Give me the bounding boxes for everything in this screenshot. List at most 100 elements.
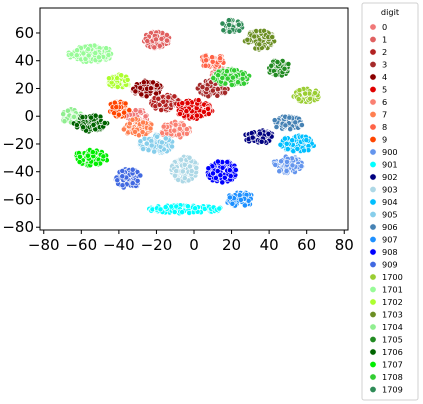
- legend-item-1707: 1707: [369, 360, 403, 370]
- point-4: [147, 85, 154, 92]
- point-908: [217, 172, 224, 179]
- legend-item-1703: 1703: [369, 310, 403, 320]
- legend-marker: [369, 385, 377, 393]
- point-0: [142, 113, 149, 120]
- point-7: [129, 116, 136, 123]
- point-8: [217, 55, 223, 62]
- point-1: [158, 36, 165, 42]
- point-905: [140, 146, 146, 152]
- point-908: [210, 170, 216, 177]
- y-tick-label: 40: [15, 52, 34, 70]
- point-905: [158, 139, 165, 146]
- point-4: [137, 84, 144, 91]
- point-908: [226, 167, 233, 174]
- point-1701: [73, 52, 80, 59]
- x-tick-label: 60: [297, 236, 316, 254]
- point-2: [158, 107, 165, 113]
- point-1703: [251, 33, 258, 40]
- point-908: [227, 173, 234, 179]
- legend-marker: [369, 360, 377, 368]
- legend-label: 1704: [382, 322, 403, 332]
- legend-label: 1: [382, 35, 387, 45]
- point-905: [143, 140, 150, 147]
- legend-item-1702: 1702: [369, 297, 403, 307]
- legend-marker: [369, 73, 377, 81]
- legend-label: 9: [382, 135, 387, 145]
- legend-item-6: 6: [369, 97, 387, 107]
- legend-marker: [369, 173, 377, 181]
- series-909: [112, 166, 144, 191]
- point-1707: [77, 153, 83, 160]
- point-1707: [85, 152, 91, 159]
- legend-marker: [369, 373, 377, 381]
- point-1706: [88, 114, 94, 121]
- legend-label: 5: [382, 85, 387, 95]
- point-1700: [295, 96, 302, 103]
- legend-label: 2: [382, 47, 387, 57]
- point-1702: [106, 75, 112, 82]
- legend-label: 906: [382, 222, 398, 232]
- legend-marker: [369, 136, 377, 144]
- point-9: [111, 110, 117, 116]
- legend-label: 900: [382, 147, 398, 157]
- legend-item-3: 3: [369, 60, 387, 70]
- x-tick-label: −20: [141, 236, 173, 254]
- point-1704: [71, 114, 77, 120]
- series-906: [271, 113, 305, 133]
- point-1705: [281, 65, 288, 72]
- point-904: [303, 137, 310, 143]
- point-8: [203, 57, 209, 64]
- legend-items: 0 1 2 3 4 5 6 7 8 9 900 901 902 903 904 905 906 907 908 909…: [369, 22, 403, 395]
- point-6: [176, 131, 182, 138]
- point-908: [221, 174, 228, 181]
- legend-marker: [369, 198, 377, 206]
- point-1701: [103, 45, 110, 52]
- point-7: [132, 128, 138, 135]
- legend: digit 0 1 2 3 4 5 6 7 8 9 900 901 902 903 904 905 906 907…: [361, 2, 419, 401]
- point-5: [195, 97, 202, 104]
- legend-marker: [369, 323, 377, 331]
- point-903: [175, 176, 182, 183]
- point-1700: [302, 90, 309, 97]
- point-904: [281, 135, 288, 142]
- legend-marker: [369, 211, 377, 219]
- legend-label: 3: [382, 60, 387, 70]
- point-5: [184, 100, 191, 106]
- series-1708: [210, 66, 252, 88]
- point-901: [184, 203, 191, 210]
- point-1708: [240, 80, 247, 87]
- point-9: [121, 109, 127, 116]
- point-1: [156, 43, 163, 49]
- legend-item-1708: 1708: [369, 372, 403, 382]
- legend-label: 902: [382, 172, 398, 182]
- point-1700: [307, 95, 313, 102]
- point-1701: [74, 47, 80, 54]
- point-1708: [215, 72, 221, 79]
- point-904: [301, 147, 307, 154]
- series-1705: [266, 58, 292, 79]
- legend-label: 905: [382, 210, 398, 220]
- legend-marker: [369, 285, 377, 293]
- legend-label: 903: [382, 185, 398, 195]
- point-908: [219, 179, 226, 186]
- x-tick-label: −60: [65, 236, 97, 254]
- point-7: [121, 126, 127, 133]
- point-909: [119, 182, 126, 189]
- point-901: [179, 209, 185, 215]
- point-9: [113, 104, 120, 110]
- point-901: [186, 209, 193, 216]
- point-3: [222, 89, 228, 96]
- point-909: [129, 166, 136, 173]
- point-906: [286, 114, 293, 121]
- point-1703: [269, 34, 276, 40]
- legend-item-1: 1: [369, 35, 387, 45]
- legend-label: 909: [382, 260, 398, 270]
- series-1: [141, 29, 172, 51]
- legend-label: 904: [382, 197, 398, 207]
- point-1709: [220, 27, 227, 34]
- series-8: [199, 52, 227, 70]
- legend-item-0: 0: [369, 22, 387, 32]
- series-908: [204, 158, 240, 186]
- point-900: [276, 168, 283, 175]
- point-7: [147, 125, 154, 132]
